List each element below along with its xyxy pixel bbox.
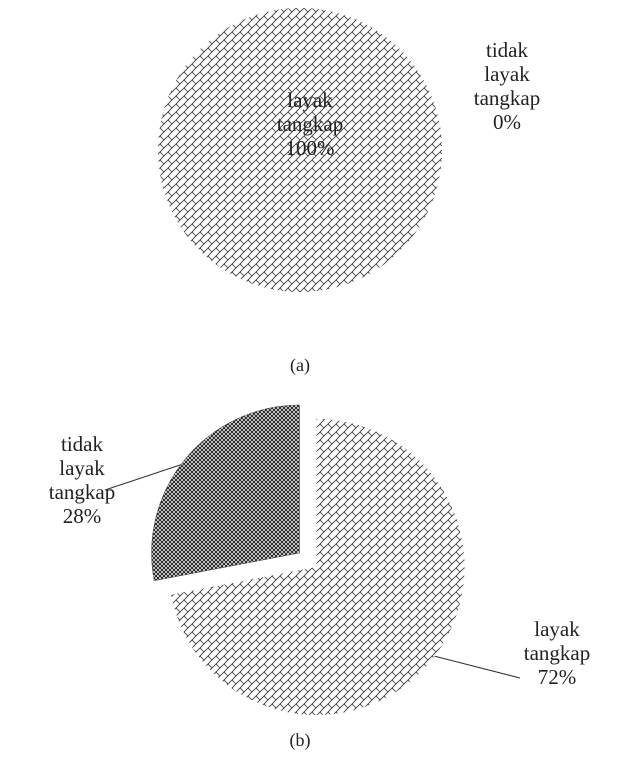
slice-label: layak tangkap 72% bbox=[515, 617, 599, 689]
label-text: layak tangkap bbox=[523, 617, 591, 665]
label-text: tidak layak tangkap bbox=[473, 38, 541, 110]
label-text: (a) bbox=[290, 355, 310, 375]
label-text: (b) bbox=[289, 730, 311, 750]
label-text: 72% bbox=[537, 665, 577, 689]
label-text: 100% bbox=[285, 136, 335, 160]
caption: (a) bbox=[270, 355, 330, 376]
pie-slice bbox=[151, 404, 300, 582]
slice-label: tidak layak tangkap 28% bbox=[40, 432, 124, 528]
label-text: layak tangkap bbox=[276, 88, 344, 136]
leader-line bbox=[104, 459, 196, 491]
label-text: tidak layak tangkap bbox=[48, 432, 116, 504]
label-text: 28% bbox=[62, 504, 102, 528]
slice-label: tidak layak tangkap 0% bbox=[465, 38, 549, 134]
pie-slice bbox=[171, 419, 465, 716]
label-text: 0% bbox=[493, 110, 521, 134]
caption: (b) bbox=[270, 730, 330, 751]
leader-line bbox=[429, 654, 521, 679]
slice-label: layak tangkap 100% bbox=[268, 88, 352, 160]
pie-slice bbox=[158, 8, 442, 292]
